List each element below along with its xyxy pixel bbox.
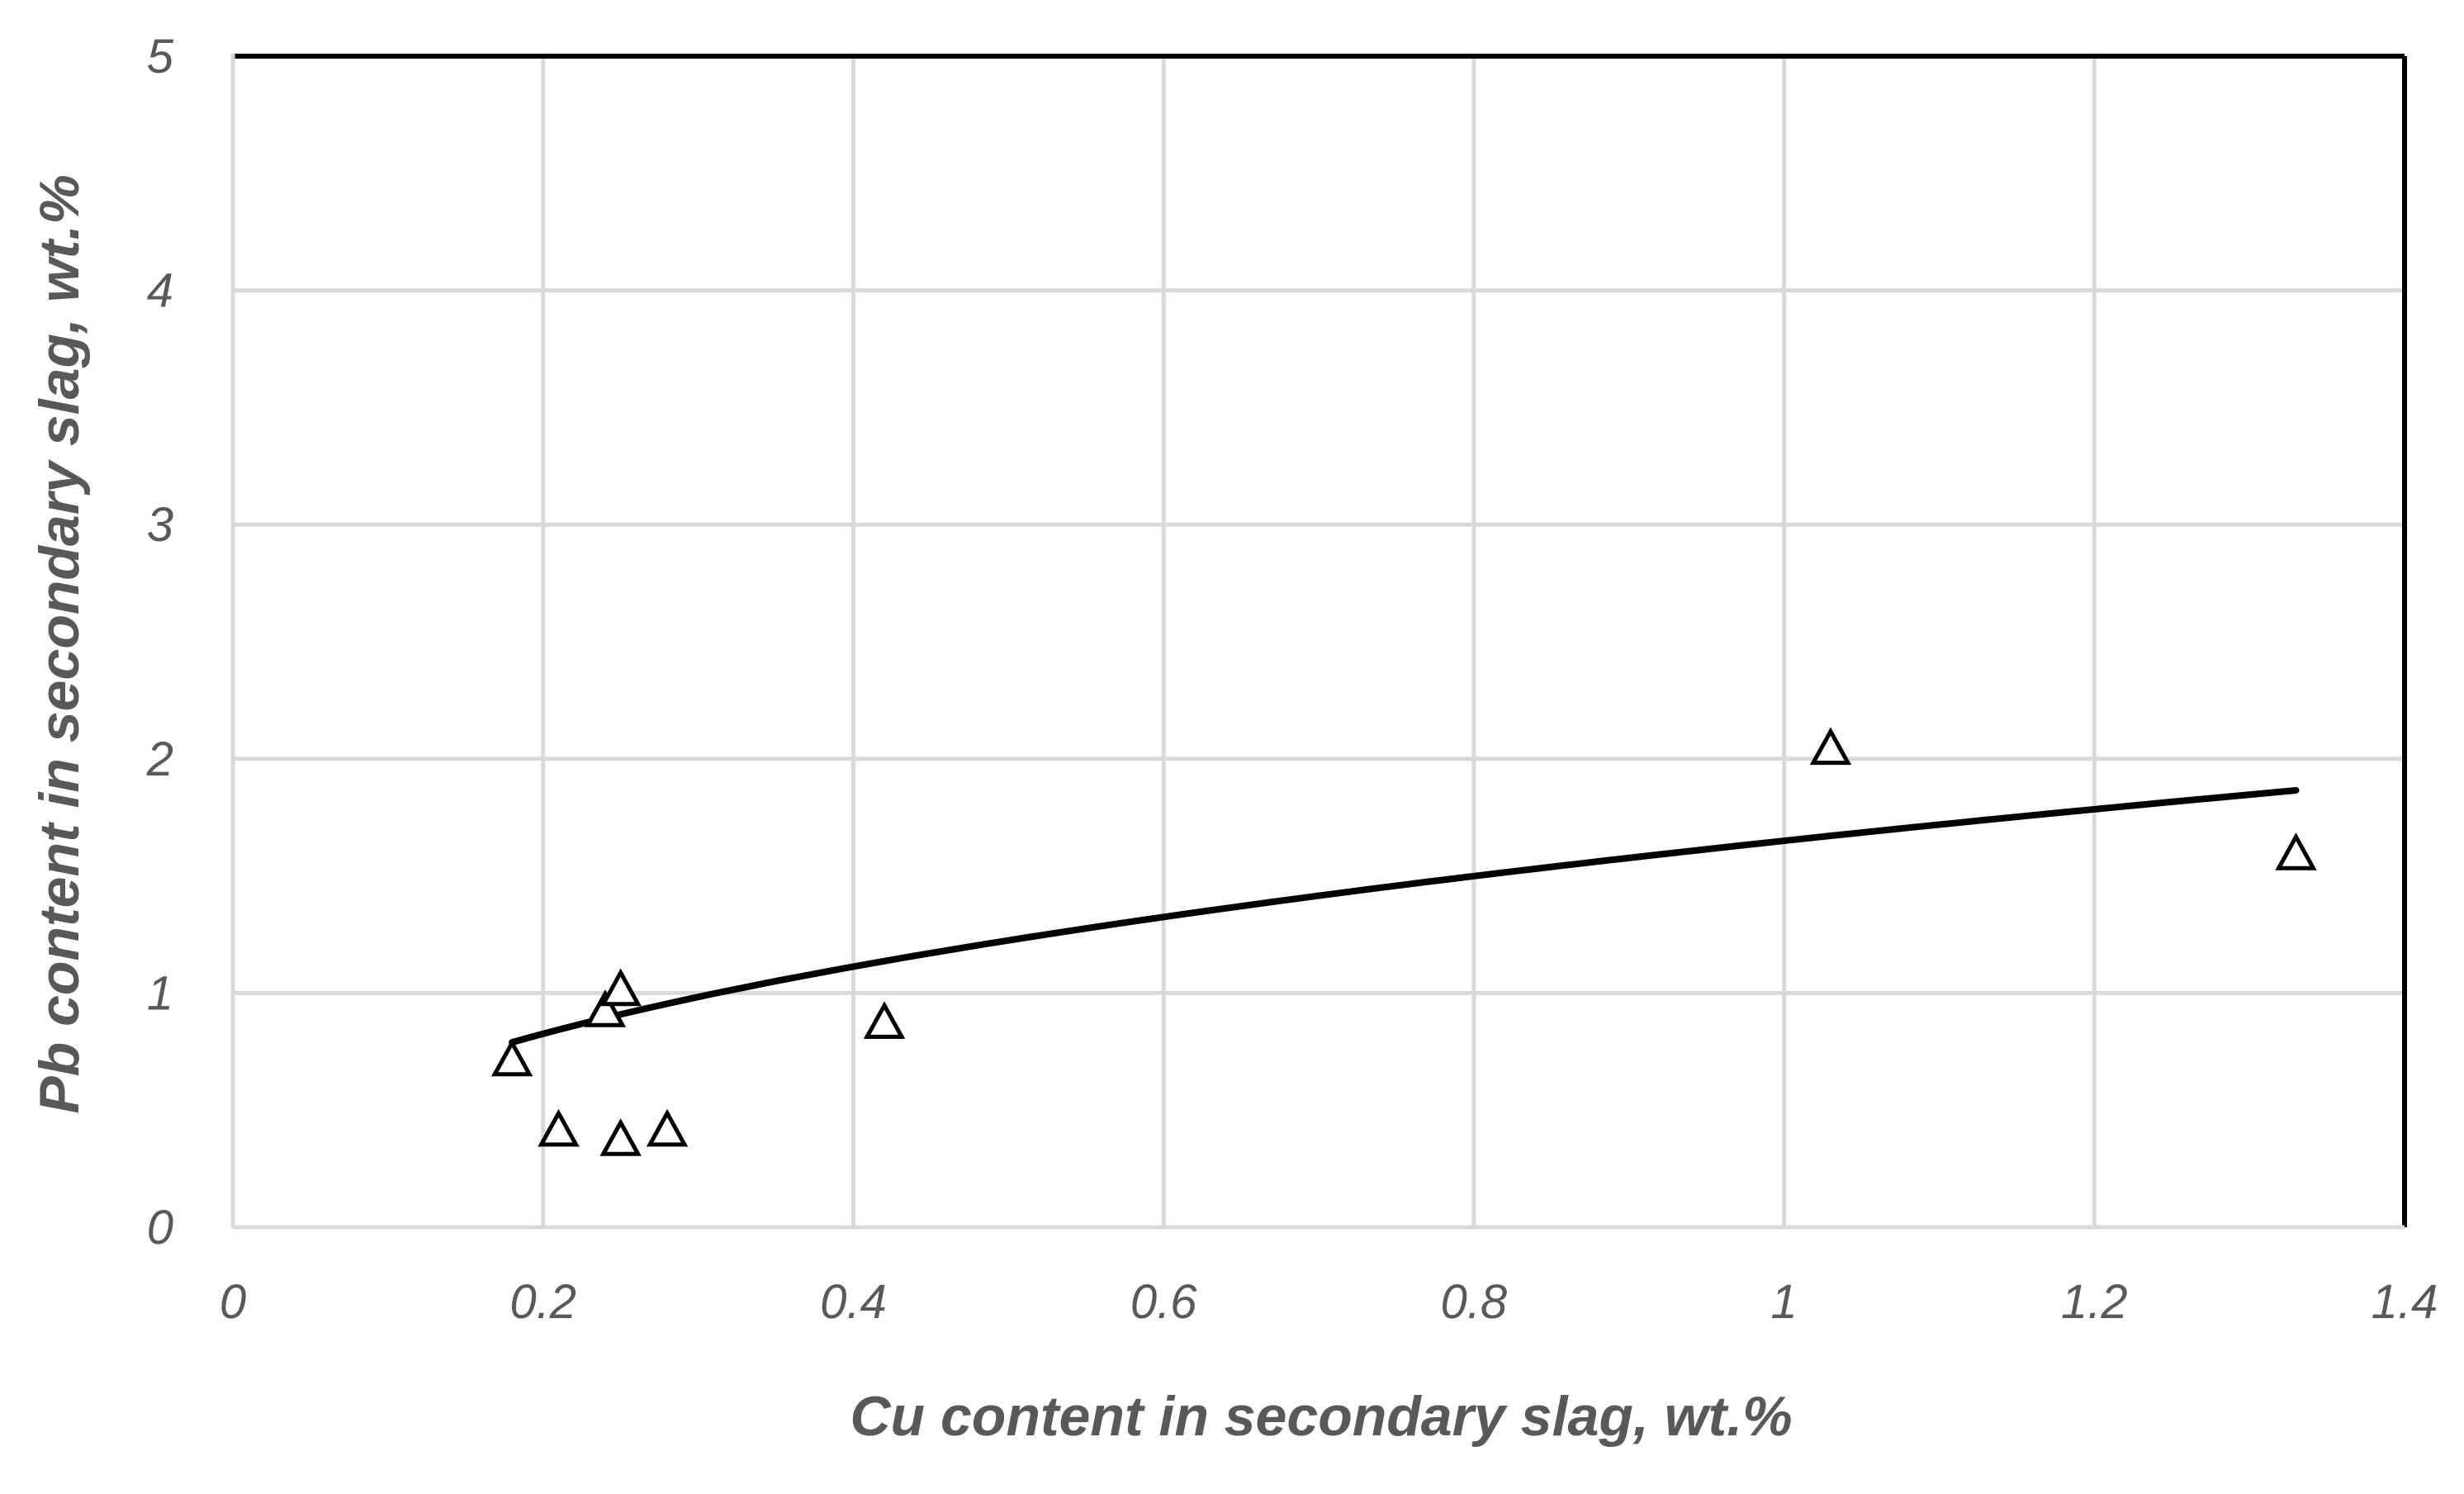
data-point bbox=[599, 968, 642, 1007]
points-layer bbox=[490, 727, 2317, 1156]
data-point bbox=[538, 1108, 580, 1147]
x-tick-label: 0 bbox=[220, 1275, 246, 1329]
y-tick-label: 4 bbox=[147, 264, 173, 318]
grid-layer bbox=[233, 56, 2405, 1227]
y-tick-labels: 0 1 2 3 4 5 bbox=[146, 30, 174, 1254]
data-point bbox=[490, 1038, 533, 1077]
trend-layer bbox=[509, 787, 2300, 1046]
y-tick-label: 1 bbox=[147, 966, 173, 1020]
data-point bbox=[584, 989, 627, 1027]
x-tick-label: 0.4 bbox=[820, 1275, 887, 1329]
y-tick-label: 5 bbox=[147, 30, 174, 83]
y-tick-label: 2 bbox=[146, 733, 173, 786]
data-point bbox=[599, 1118, 642, 1156]
y-axis-title: Pb content in secondary slag, wt.% bbox=[28, 174, 91, 1113]
x-tick-label: 0.2 bbox=[509, 1275, 576, 1329]
data-point bbox=[646, 1108, 689, 1147]
x-tick-label: 1 bbox=[1770, 1275, 1797, 1329]
data-point bbox=[1809, 727, 1852, 766]
x-tick-label: 0.8 bbox=[1441, 1275, 1508, 1329]
x-axis-title: Cu content in secondary slag, wt.% bbox=[850, 1385, 1792, 1448]
x-tick-label: 1.4 bbox=[2372, 1275, 2438, 1329]
y-tick-label: 0 bbox=[147, 1201, 173, 1254]
trendline bbox=[509, 787, 2300, 1046]
x-tick-labels: 0 0.2 0.4 0.6 0.8 1 1.2 1.4 bbox=[220, 1275, 2438, 1329]
data-point bbox=[2275, 832, 2317, 870]
x-tick-label: 0.6 bbox=[1130, 1275, 1197, 1329]
y-tick-label: 3 bbox=[147, 498, 173, 552]
x-tick-label: 1.2 bbox=[2061, 1275, 2128, 1329]
data-point bbox=[863, 1001, 906, 1039]
frame-layer bbox=[230, 54, 2407, 1230]
